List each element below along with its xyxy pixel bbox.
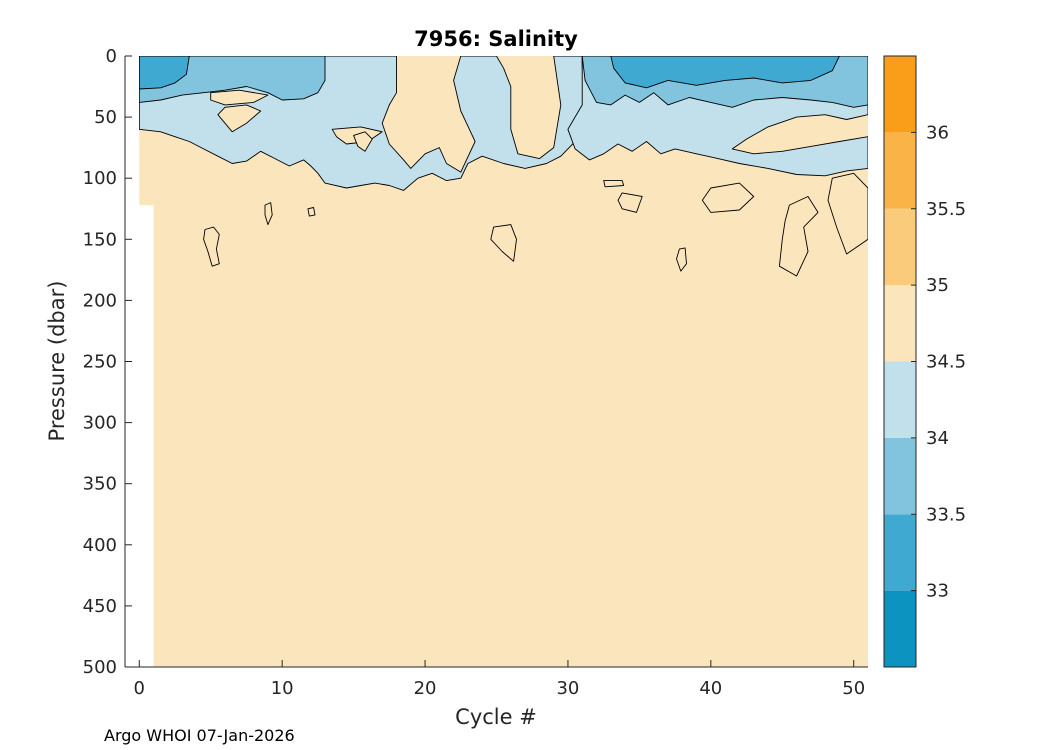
colorbar-level: [884, 437, 916, 515]
contour-blob-5: [603, 180, 625, 188]
colorbar-tick-label: 36: [926, 122, 949, 143]
colorbar-level: [884, 208, 916, 286]
y-tick-label: 450: [83, 596, 117, 617]
y-tick-labels: 0 50 100 150 200 250 300 350 400 450 500: [83, 46, 132, 678]
contour-blob-3: [490, 224, 517, 262]
contour-blob-4: [617, 192, 643, 213]
pocket-4: [353, 131, 373, 152]
x-tick-label: 20: [414, 678, 437, 699]
pocket-2: [217, 104, 262, 133]
colorbar-level: [884, 361, 916, 438]
contour-blob-0: [203, 226, 220, 267]
y-axis-label: Pressure (dbar): [45, 281, 69, 442]
x-tick-label: 50: [842, 678, 865, 699]
band-background: [139, 56, 868, 667]
colorbar: [883, 55, 917, 668]
x-tick-labels: 0 10 20 30 40 50: [134, 660, 865, 699]
y-tick-label: 300: [83, 413, 117, 434]
colorbar-tick-label: 35.5: [926, 199, 966, 220]
colorbar-level: [884, 514, 916, 591]
colorbar-tick-label: 34.5: [926, 352, 966, 373]
y-tick-label: 500: [83, 657, 117, 678]
contour-blob-6: [676, 247, 687, 272]
band-34-34.5-left: [139, 56, 590, 191]
contour-blob-8: [778, 196, 819, 277]
colorbar-tick-label: 33.5: [926, 504, 966, 525]
y-tick-label: 150: [83, 229, 117, 250]
y-tick-label: 0: [106, 46, 117, 67]
y-tick-label: 250: [83, 352, 117, 373]
y-tick-label: 350: [83, 474, 117, 495]
chart-title: 7956: Salinity: [414, 27, 578, 51]
contour-blob-1: [264, 202, 273, 226]
contour-blob-9: [827, 172, 868, 255]
colorbar-level: [884, 132, 916, 209]
y-tick-label: 50: [94, 107, 117, 128]
band-33-33.5-right: [610, 56, 840, 89]
contour-bands: [139, 56, 868, 667]
contour-blob-7: [701, 182, 755, 213]
y-tick-label: 400: [83, 535, 117, 556]
colorbar-tick-label: 34: [926, 428, 949, 449]
x-tick-label: 10: [271, 678, 294, 699]
x-tick-label: 40: [699, 678, 722, 699]
y-tick-label: 200: [83, 290, 117, 311]
colorbar-tick-label: 35: [926, 275, 949, 296]
contour-blob-2: [307, 207, 316, 217]
pocket-1: [210, 89, 269, 106]
x-tick-label: 0: [134, 678, 145, 699]
colorbar-level: [884, 56, 916, 133]
y-tick-label: 100: [83, 168, 117, 189]
band-33-33.5-left: [139, 56, 190, 90]
colorbar-level: [884, 285, 916, 362]
colorbar-tick-labels: 33 33.5 34 34.5 35 35.5 36: [911, 122, 966, 602]
x-axis-label: Cycle #: [455, 705, 537, 729]
colorbar-tick-label: 33: [926, 581, 949, 602]
x-tick-label: 30: [556, 678, 579, 699]
footer-credit: Argo WHOI 07-Jan-2026: [104, 726, 295, 745]
colorbar-level: [884, 590, 916, 667]
